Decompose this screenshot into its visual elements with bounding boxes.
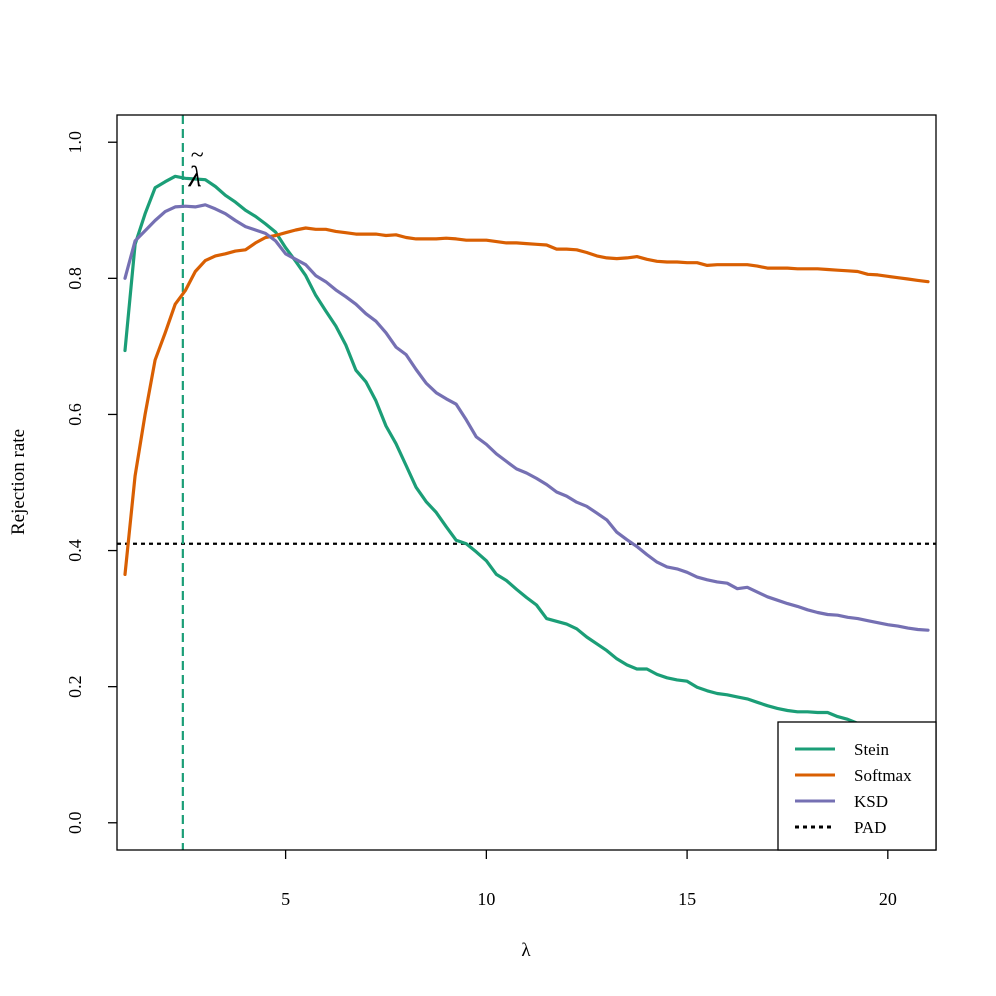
x-axis: 5 10 15 20 bbox=[281, 850, 897, 909]
plot-frame bbox=[116, 114, 937, 851]
y-tick-label: 0.4 bbox=[65, 539, 85, 562]
legend-label-ksd: KSD bbox=[854, 792, 888, 811]
series-line-ksd bbox=[123, 203, 930, 632]
lambda-tilde-accent: ~ bbox=[191, 142, 204, 168]
x-axis-label: λ bbox=[521, 940, 531, 961]
y-axis-label: Rejection rate bbox=[8, 429, 29, 535]
legend-label-pad: PAD bbox=[854, 818, 886, 837]
y-tick-label: 0.0 bbox=[65, 812, 85, 835]
annotation-layer: λ ~ bbox=[188, 142, 204, 193]
plot-area bbox=[117, 115, 936, 850]
series-line-softmax bbox=[123, 226, 930, 577]
legend-box bbox=[777, 721, 937, 851]
y-tick-label: 0.2 bbox=[65, 675, 85, 698]
x-tick-label: 10 bbox=[477, 889, 495, 909]
legend-label-softmax: Softmax bbox=[854, 766, 912, 785]
x-tick-label: 15 bbox=[678, 889, 696, 909]
y-tick-label: 0.8 bbox=[65, 267, 85, 290]
series-line-stein bbox=[123, 174, 930, 757]
lambda-tilde-annotation: λ bbox=[188, 160, 202, 193]
reference-lines bbox=[117, 115, 936, 850]
y-tick-label: 1.0 bbox=[65, 131, 85, 154]
x-tick-label: 5 bbox=[281, 889, 290, 909]
y-tick-label: 0.6 bbox=[65, 403, 85, 426]
legend: Stein Softmax KSD PAD bbox=[777, 721, 937, 851]
y-axis: 0.0 0.2 0.4 0.6 0.8 1.0 bbox=[65, 131, 117, 834]
x-tick-label: 20 bbox=[879, 889, 897, 909]
legend-label-stein: Stein bbox=[854, 740, 889, 759]
series-lines bbox=[123, 174, 930, 757]
